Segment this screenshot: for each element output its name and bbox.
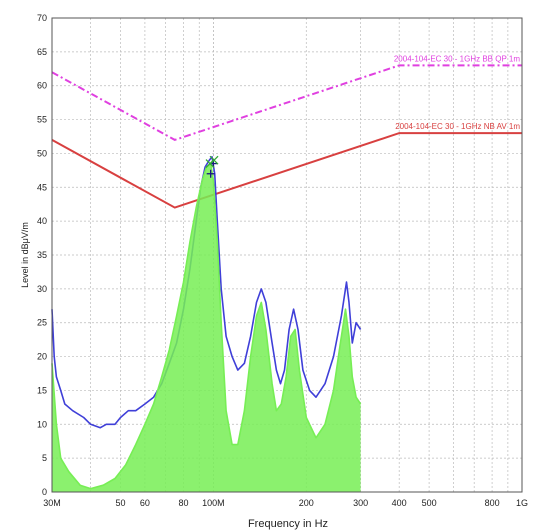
limit-line bbox=[51, 132, 522, 209]
x-tick-label: 200 bbox=[299, 498, 314, 508]
limit-line bbox=[51, 64, 522, 141]
y-tick-label: 20 bbox=[37, 352, 47, 362]
y-tick-label: 10 bbox=[37, 419, 47, 429]
y-tick-label: 65 bbox=[37, 47, 47, 57]
x-tick-label: 500 bbox=[422, 498, 437, 508]
y-tick-label: 55 bbox=[37, 115, 47, 125]
x-tick-labels: 30M 50 60 80 100M 200 300 400 500 800 1G bbox=[43, 498, 528, 508]
x-tick-label: 30M bbox=[43, 498, 61, 508]
y-tick-label: 35 bbox=[37, 250, 47, 260]
limit-line-labels: 2004-104-EC 30 - 1GHz BB QP 1m 2004-104-E… bbox=[394, 54, 520, 131]
x-tick-label: 400 bbox=[392, 498, 407, 508]
y-tick-label: 50 bbox=[37, 148, 47, 158]
limit-line-label: 2004-104-EC 30 - 1GHz NB AV 1m bbox=[395, 122, 520, 131]
y-tick-label: 15 bbox=[37, 385, 47, 395]
y-tick-labels: 0 5 10 15 20 25 30 35 40 45 50 55 60 65 70 bbox=[37, 13, 47, 497]
x-tick-label: 50 bbox=[115, 498, 125, 508]
peak-marker bbox=[209, 155, 219, 165]
y-tick-label: 0 bbox=[42, 487, 47, 497]
limit-line-label: 2004-104-EC 30 - 1GHz BB QP 1m bbox=[394, 54, 520, 63]
y-tick-label: 30 bbox=[37, 284, 47, 294]
y-tick-label: 5 bbox=[42, 453, 47, 463]
series-line bbox=[51, 156, 362, 429]
limit-lines bbox=[51, 64, 522, 209]
y-tick-label: 40 bbox=[37, 216, 47, 226]
x-tick-label: 800 bbox=[485, 498, 500, 508]
x-tick-label: 60 bbox=[140, 498, 150, 508]
x-tick-label: 300 bbox=[353, 498, 368, 508]
y-tick-label: 25 bbox=[37, 318, 47, 328]
x-axis-title: Frequency in Hz bbox=[248, 518, 328, 530]
plot-frame bbox=[51, 17, 523, 493]
peak-markers bbox=[205, 155, 219, 178]
y-axis-title: Level in dBμV/m bbox=[20, 222, 30, 288]
x-tick-label: 1G bbox=[516, 498, 528, 508]
y-tick-label: 60 bbox=[37, 81, 47, 91]
y-tick-label: 70 bbox=[37, 13, 47, 23]
x-tick-label: 100M bbox=[202, 498, 225, 508]
x-tick-label: 80 bbox=[178, 498, 188, 508]
series-line bbox=[51, 162, 362, 490]
series-traces bbox=[51, 156, 362, 492]
series-fill bbox=[52, 163, 361, 492]
y-tick-label: 45 bbox=[37, 182, 47, 192]
